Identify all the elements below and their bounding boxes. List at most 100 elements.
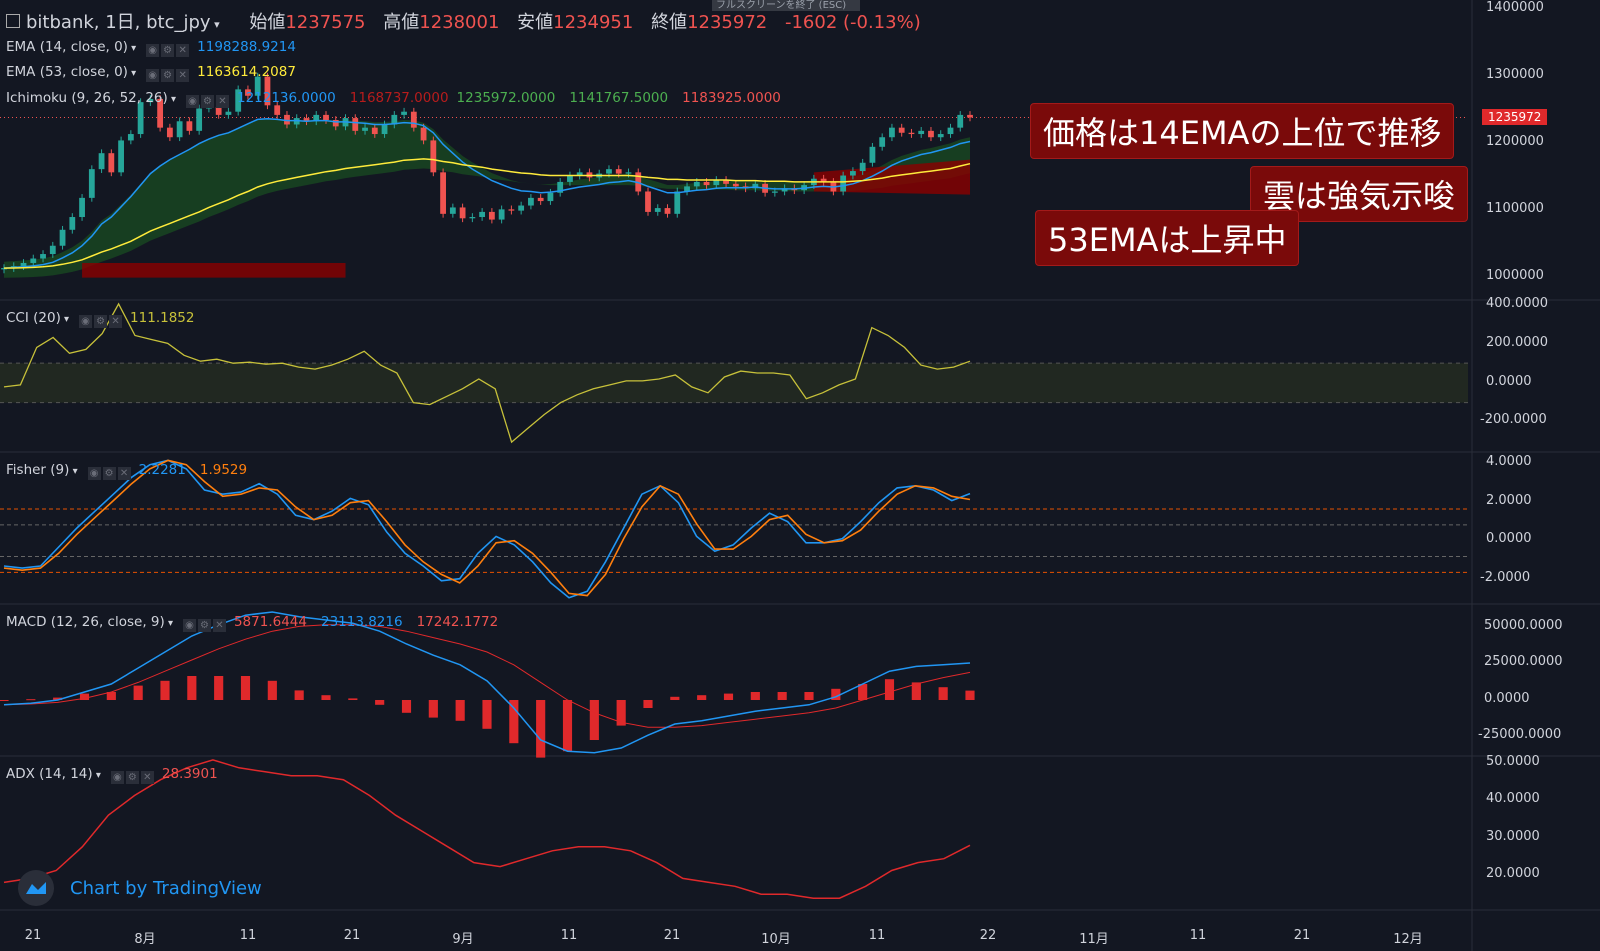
price-axis-label: 1000000 — [1486, 268, 1544, 283]
chevron-down-icon[interactable]: ▾ — [92, 770, 101, 781]
gear-icon[interactable]: ⚙ — [200, 95, 214, 108]
candle-body — [137, 102, 144, 135]
gear-icon[interactable]: ⚙ — [197, 619, 211, 632]
macd-histogram-bar — [106, 692, 116, 700]
fisher-line — [3, 459, 971, 597]
change-value: -1602 (-0.13%) — [784, 12, 921, 33]
candle-body — [567, 175, 573, 182]
gear-icon[interactable]: ⚙ — [102, 467, 116, 480]
eye-icon[interactable]: ◉ — [79, 315, 93, 328]
candle-body — [118, 140, 124, 173]
adx-line — [3, 759, 971, 899]
time-axis-label: 9月 — [452, 932, 474, 947]
macd-histogram-bar — [79, 693, 90, 700]
tradingview-logo-icon[interactable] — [18, 870, 54, 906]
close-icon[interactable]: ✕ — [212, 619, 226, 632]
candle-body — [703, 181, 710, 186]
low-label: 安値 — [517, 12, 554, 33]
candle-body — [947, 127, 954, 135]
close-value: 1235972 — [687, 12, 768, 33]
macd-histogram-bar — [938, 687, 948, 700]
fisher-axis-label: 4.0000 — [1486, 454, 1532, 469]
high-label: 高値 — [383, 12, 420, 33]
eye-icon[interactable]: ◉ — [182, 619, 196, 632]
candle-body — [420, 127, 427, 141]
candle-body — [781, 188, 788, 192]
gear-icon[interactable]: ⚙ — [161, 69, 175, 82]
macd-histogram-bar — [643, 700, 653, 708]
candle-body — [352, 118, 359, 131]
adx-axis-label: 50.0000 — [1486, 754, 1540, 769]
eye-icon[interactable]: ◉ — [185, 95, 199, 108]
time-axis-label: 21 — [1293, 928, 1311, 943]
candle-body — [20, 262, 27, 267]
legend-ichimoku-name: Ichimoku (9, 26, 52, 26) — [6, 90, 168, 106]
time-axis-label: 12月 — [1393, 932, 1423, 947]
macd-histogram-bar — [401, 700, 412, 713]
eye-icon[interactable]: ◉ — [87, 467, 101, 480]
gear-icon[interactable]: ⚙ — [161, 44, 175, 57]
legend-ema14: EMA (14, close, 0) ▾ ◉ ⚙ ✕ 1198288.9214 — [6, 39, 296, 57]
fisher-axis-label: 0.0000 — [1486, 531, 1532, 546]
close-icon[interactable]: ✕ — [176, 69, 190, 82]
chevron-down-icon[interactable]: ▾ — [69, 466, 78, 477]
eye-icon[interactable]: ◉ — [110, 771, 124, 784]
candle-body — [79, 197, 85, 218]
ichimoku-cloud-bearish — [82, 262, 346, 278]
candle-body — [908, 132, 915, 135]
annotation-price-above-ema[interactable]: 価格は14EMAの上位で推移 — [1030, 103, 1455, 159]
candle-body — [410, 111, 417, 128]
close-icon[interactable]: ✕ — [176, 44, 190, 57]
time-axis-label: 11月 — [1079, 932, 1109, 947]
candle-body — [928, 130, 934, 138]
legend-adx-name: ADX (14, 14) — [6, 766, 93, 782]
candle-body — [879, 137, 886, 147]
eye-icon[interactable]: ◉ — [146, 44, 160, 57]
annotation-cloud-bullish[interactable]: 雲は強気示唆 — [1250, 166, 1469, 222]
candle-body — [498, 209, 505, 220]
macd-histogram-bar — [589, 700, 599, 740]
chevron-down-icon[interactable]: ▾ — [210, 18, 220, 31]
time-axis-label: 11 — [239, 928, 257, 943]
close-icon[interactable]: ✕ — [215, 95, 229, 108]
chevron-down-icon[interactable]: ▾ — [127, 43, 137, 54]
macd-histogram-bar — [562, 700, 573, 752]
close-icon[interactable]: ✕ — [140, 771, 154, 784]
chevron-down-icon[interactable]: ▾ — [167, 94, 176, 105]
time-axis-label: 22 — [979, 928, 997, 943]
close-icon[interactable]: ✕ — [117, 467, 131, 480]
annotation-ema53-rising[interactable]: 53EMAは上昇中 — [1035, 210, 1300, 266]
candle-body — [215, 107, 222, 115]
cci-line — [3, 302, 971, 444]
legend-adx: ADX (14, 14) ▾ ◉ ⚙ ✕ 28.3901 — [6, 766, 218, 784]
candle-body — [625, 172, 632, 174]
chevron-down-icon[interactable]: ▾ — [127, 68, 137, 79]
price-axis-label: 1100000 — [1486, 201, 1544, 216]
gear-icon[interactable]: ⚙ — [125, 771, 139, 784]
candle-body — [371, 127, 378, 135]
low-value: 1234951 — [553, 12, 634, 33]
eye-icon[interactable]: ◉ — [146, 69, 160, 82]
collapse-icon[interactable] — [6, 14, 20, 28]
candle-body — [518, 205, 525, 211]
macd-histogram-bar — [858, 684, 868, 700]
candle-body — [488, 211, 495, 220]
candle-body — [49, 245, 56, 255]
close-label: 終値 — [651, 12, 688, 33]
macd-histogram-bar — [375, 700, 385, 705]
branding-text[interactable]: Chart by TradingView — [70, 878, 262, 899]
fullscreen-hint[interactable]: フルスクリーンを終了 (ESC) — [712, 0, 860, 11]
candle-body — [576, 172, 583, 176]
gear-icon[interactable]: ⚙ — [94, 315, 108, 328]
chevron-down-icon[interactable]: ▾ — [60, 314, 70, 325]
legend-fisher-v2: 1.9529 — [199, 462, 248, 478]
macd-histogram-bar — [133, 685, 143, 700]
close-icon[interactable]: ✕ — [109, 315, 123, 328]
candle-body — [362, 127, 368, 131]
candle-body — [937, 134, 944, 138]
legend-ichimoku-v3: 1235972.0000 — [456, 90, 556, 106]
candle-body — [108, 153, 115, 173]
candle-body — [254, 76, 261, 96]
chevron-down-icon[interactable]: ▾ — [164, 618, 173, 629]
